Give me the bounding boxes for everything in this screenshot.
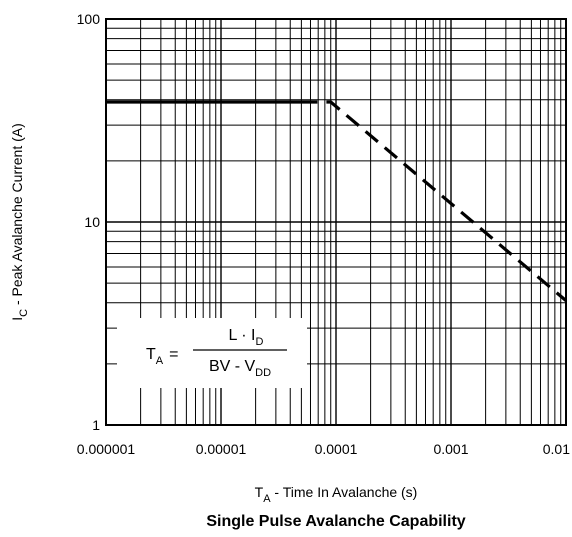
formula-annotation: TA = L · ID BV - VDD [146, 327, 287, 379]
x-tick-label: 0.0001 [315, 441, 358, 457]
chart-title: Single Pulse Avalanche Capability [206, 513, 465, 530]
x-axis-label: TA - Time In Avalanche (s) [255, 484, 418, 505]
grid [106, 19, 566, 425]
formula-box [117, 318, 307, 388]
y-tick-label: 10 [84, 214, 100, 230]
x-tick-label: 0.00001 [196, 441, 247, 457]
formula-numerator: L · ID [229, 327, 264, 348]
formula-denominator: BV - VDD [209, 358, 271, 379]
y-axis-label: IC - Peak Avalanche Current (A) [9, 123, 30, 321]
x-tick-label: 0.001 [433, 441, 468, 457]
tick-labels: 0.000001 0.00001 0.0001 0.001 0.01 1 10 100 [77, 11, 571, 457]
dashed-series-line [301, 100, 568, 302]
series-layer [106, 100, 568, 302]
y-tick-label: 1 [92, 417, 100, 433]
formula-lhs: T [146, 346, 156, 363]
y-tick-label: 100 [77, 11, 101, 27]
x-tick-label: 0.01 [543, 441, 570, 457]
x-tick-label: 0.000001 [77, 441, 136, 457]
svg-text:TA=: TA = [146, 346, 178, 367]
plot-frame [105, 18, 567, 426]
